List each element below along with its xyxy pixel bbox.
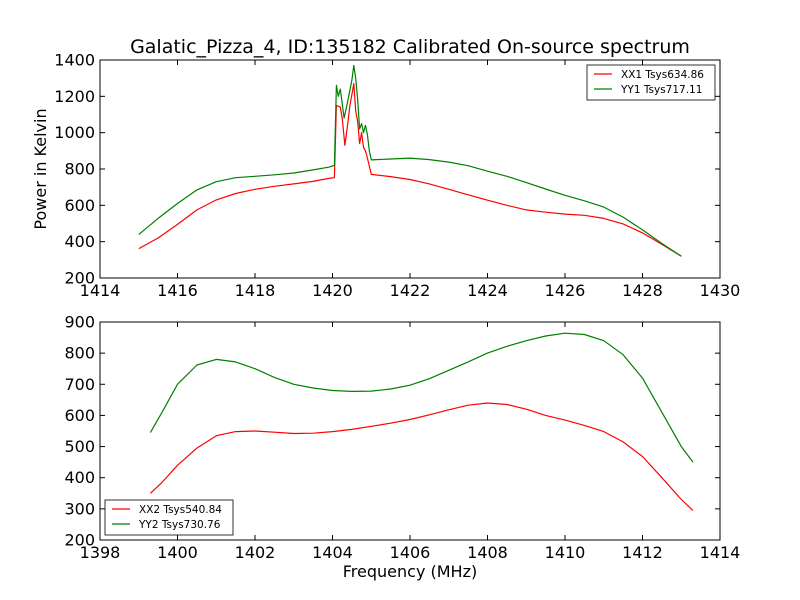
upper-y-tick-label: 200 [64, 269, 95, 288]
upper-x-tick-label: 1428 [622, 281, 663, 300]
lower-y-tick-label: 900 [64, 313, 95, 332]
upper-x-tick-label: 1424 [467, 281, 508, 300]
chart-title: Galatic_Pizza_4, ID:135182 Calibrated On… [130, 36, 690, 58]
lower-series-line-1 [149, 332, 694, 463]
lower-x-tick-label: 1398 [80, 543, 121, 562]
upper-x-tick-label: 1426 [545, 281, 586, 300]
lower-x-tick-label: 1408 [467, 543, 508, 562]
legend-label-xx1: XX1 Tsys634.86 [621, 69, 704, 81]
upper-plot-panel: 1414 1416 1418 1420 1422 1424 1426 1428 1430 200 4… [31, 51, 740, 301]
lower-x-tick-label: 1414 [700, 543, 741, 562]
x-axis-label: Frequency (MHz) [343, 562, 477, 581]
upper-x-tick-label: 1414 [80, 281, 121, 300]
upper-y-tick-label: 600 [64, 196, 95, 215]
upper-y-tick-label: 400 [64, 232, 95, 251]
lower-x-tick-label: 1402 [235, 543, 276, 562]
lower-y-tick-label: 200 [64, 531, 95, 550]
upper-x-tick-label: 1418 [235, 281, 276, 300]
lower-y-tick-label: 700 [64, 375, 95, 394]
upper-series-line-1 [138, 64, 682, 257]
lower-x-tick-label: 1400 [157, 543, 198, 562]
legend-label-xx2: XX2 Tsys540.84 [139, 504, 222, 516]
lower-legend-box [104, 499, 234, 536]
lower-x-tick-label: 1412 [622, 543, 663, 562]
upper-y-tick-label: 1200 [54, 87, 95, 106]
upper-plot-marks: 1414 1416 1418 1420 1422 1424 1426 1428 1430 200 4… [54, 51, 740, 301]
legend-label-yy1: YY1 Tsys717.11 [620, 84, 702, 96]
lower-x-tick-label: 1410 [545, 543, 586, 562]
upper-legend: XX1 Tsys634.86 YY1 Tsys717.11 [586, 64, 716, 101]
lower-y-tick-label: 600 [64, 406, 95, 425]
lower-series-line-0 [149, 402, 694, 511]
upper-x-tick-label: 1420 [312, 281, 353, 300]
lower-plot-frame [99, 321, 721, 541]
upper-y-tick-label: 800 [64, 160, 95, 179]
lower-plot-panel: 1398 1400 1402 1404 1406 1408 1410 1412 1414 200 3… [64, 313, 740, 582]
upper-plot-frame [99, 59, 721, 279]
lower-x-tick-label: 1406 [390, 543, 431, 562]
legend-label-yy2: YY2 Tsys730.76 [138, 519, 221, 531]
lower-x-tick-label: 1404 [312, 543, 353, 562]
lower-y-tick-label: 300 [64, 499, 95, 518]
upper-y-tick-label: 1400 [54, 51, 95, 70]
upper-legend-box [586, 64, 716, 101]
lower-y-tick-label: 800 [64, 344, 95, 363]
upper-series-line-0 [138, 83, 682, 257]
upper-y-axis-label: Power in Kelvin [31, 108, 50, 229]
lower-y-tick-label: 500 [64, 437, 95, 456]
lower-legend: XX2 Tsys540.84 YY2 Tsys730.76 [104, 499, 234, 536]
upper-y-tick-label: 1000 [54, 123, 95, 142]
lower-y-tick-label: 400 [64, 468, 95, 487]
upper-x-tick-label: 1416 [157, 281, 198, 300]
upper-x-tick-label: 1422 [390, 281, 431, 300]
upper-x-tick-label: 1430 [700, 281, 741, 300]
